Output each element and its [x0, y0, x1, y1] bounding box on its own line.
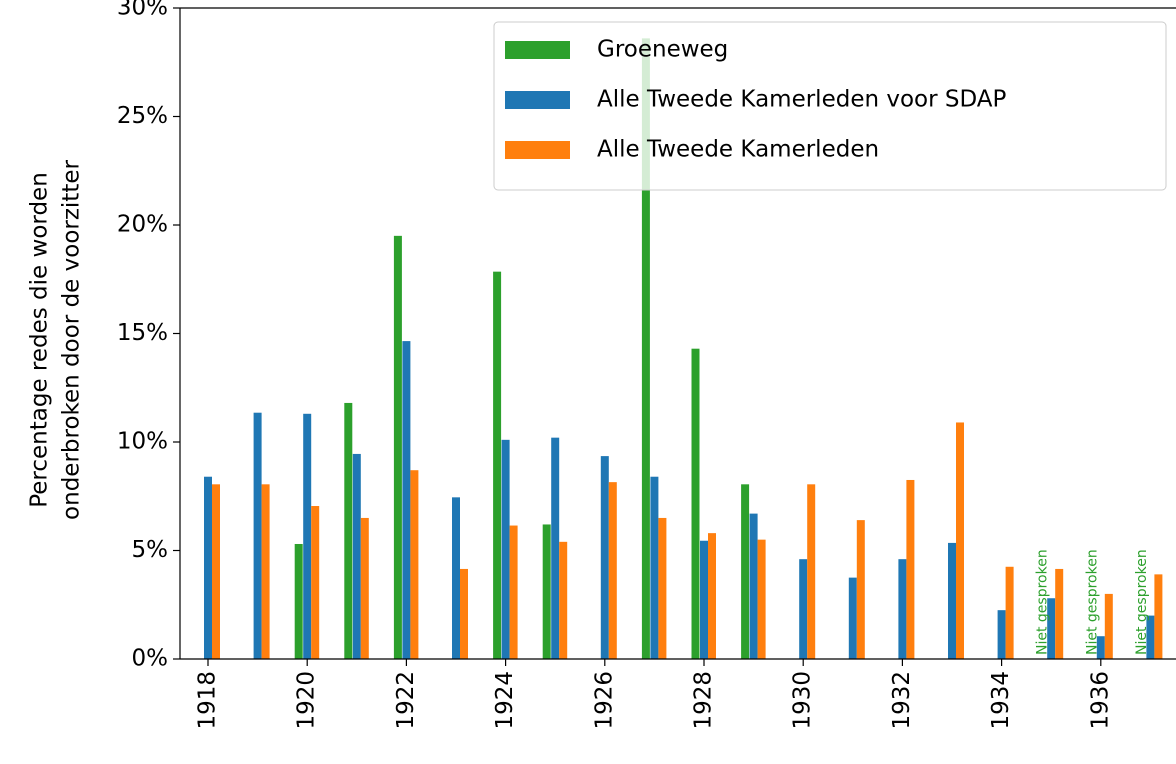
bar — [650, 476, 659, 659]
bar — [311, 506, 320, 659]
bar — [1096, 636, 1105, 659]
bar — [997, 610, 1006, 659]
bar — [948, 542, 956, 659]
bar — [253, 412, 262, 659]
x-tick-label: 1926 — [591, 671, 617, 730]
x-tick-label: 1922 — [393, 671, 419, 730]
bar — [352, 453, 361, 659]
bar — [1104, 593, 1113, 659]
bar — [204, 476, 212, 659]
legend-box — [493, 21, 1167, 191]
bar — [600, 456, 609, 659]
x-tick-label: 1932 — [889, 671, 915, 730]
bar — [1047, 598, 1056, 659]
bar — [212, 484, 220, 659]
bar — [848, 577, 857, 659]
bar — [360, 517, 369, 659]
legend-swatch — [505, 141, 570, 159]
bar — [700, 540, 708, 659]
bar — [956, 422, 964, 659]
x-tick-label: 1918 — [195, 671, 221, 730]
y-tick-label: 25% — [117, 103, 168, 129]
bar — [452, 497, 460, 659]
bar — [410, 470, 419, 659]
bar — [460, 568, 468, 659]
y-tick-label: 10% — [117, 429, 168, 455]
x-tick-label: 1934 — [988, 671, 1014, 730]
bar — [906, 479, 915, 659]
bar — [708, 533, 716, 659]
bar — [559, 541, 568, 659]
bar — [1146, 615, 1155, 659]
bar — [261, 484, 270, 659]
legend-swatch — [505, 41, 570, 59]
x-tick-label: 1928 — [691, 671, 717, 730]
bar — [898, 559, 907, 659]
legend-label: Groeneweg — [597, 37, 728, 63]
bar — [501, 439, 510, 659]
bar — [691, 348, 700, 659]
y-tick-label: 20% — [117, 212, 168, 238]
y-axis-label: onderbroken door de voorzitter — [59, 160, 85, 520]
bar — [402, 341, 411, 659]
bar — [1005, 566, 1014, 659]
annotation: Niet gesproken — [1084, 549, 1100, 655]
annotation: Niet gesproken — [1035, 549, 1051, 655]
y-tick-label: 0% — [132, 646, 169, 672]
bar — [1154, 574, 1163, 659]
bar — [1055, 568, 1064, 659]
bar — [551, 437, 560, 659]
bar — [757, 539, 766, 659]
x-tick-label: 1930 — [790, 671, 816, 730]
bar — [344, 402, 353, 659]
bar — [641, 38, 650, 659]
bar — [856, 520, 865, 659]
bar — [749, 513, 758, 659]
bar — [542, 524, 551, 659]
bar — [799, 559, 808, 659]
y-tick-label: 15% — [117, 320, 168, 346]
bar — [294, 543, 303, 659]
bar — [807, 484, 816, 659]
x-tick-label: 1936 — [1087, 671, 1113, 730]
bar — [493, 271, 502, 659]
bar — [509, 525, 518, 659]
legend-label: Alle Tweede Kamerleden voor SDAP — [597, 87, 1007, 113]
bar — [658, 517, 667, 659]
x-tick-label: 1924 — [492, 671, 518, 730]
x-tick-label: 1920 — [294, 671, 320, 730]
legend-label: Alle Tweede Kamerleden — [597, 137, 879, 163]
legend-swatch — [505, 91, 570, 109]
bar — [741, 484, 750, 659]
y-axis-label: Percentage redes die worden — [27, 172, 53, 508]
y-tick-label: 30% — [117, 0, 168, 21]
y-tick-label: 5% — [132, 537, 169, 563]
bar — [608, 482, 617, 659]
bar — [393, 235, 402, 659]
annotation: Niet gesproken — [1134, 549, 1150, 655]
bar — [303, 413, 312, 659]
